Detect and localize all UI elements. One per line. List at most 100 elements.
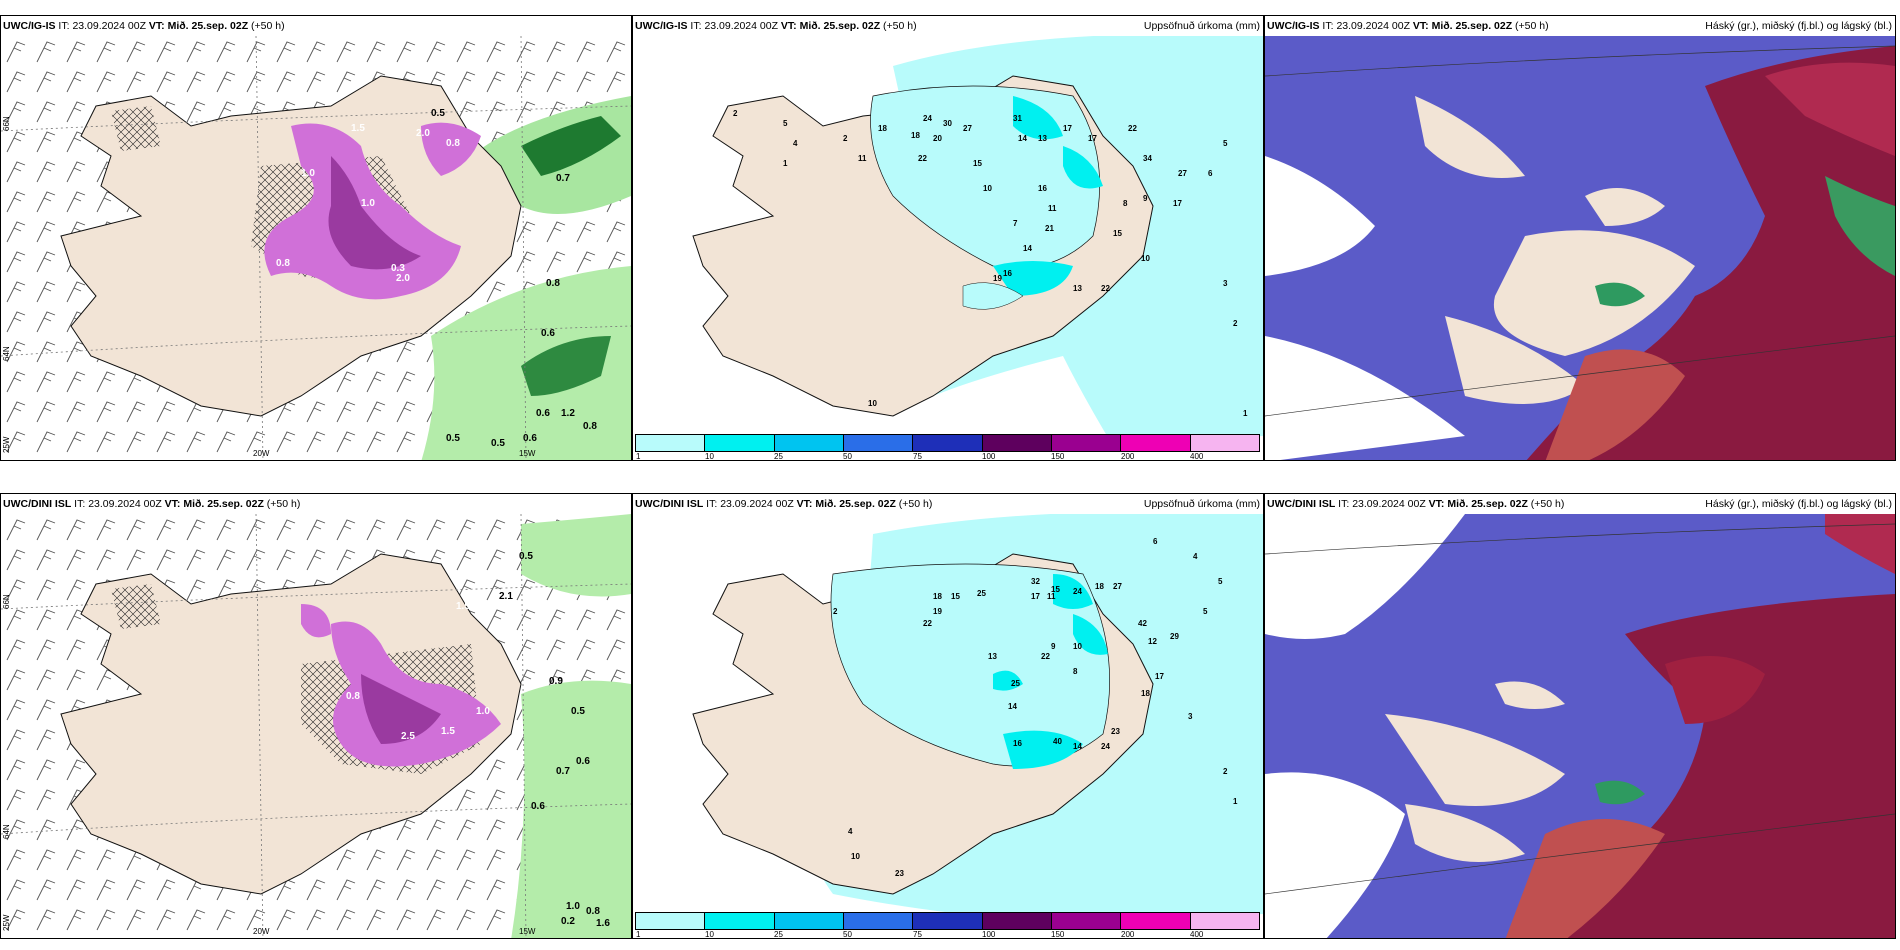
legend-label: 75 xyxy=(913,930,922,939)
value-label: 17 xyxy=(1063,124,1072,133)
value-label: 2.5 xyxy=(401,731,415,742)
value-label: 32 xyxy=(1031,577,1040,586)
value-label: 27 xyxy=(1113,582,1122,591)
lat-label-64n: 64N xyxy=(2,824,11,839)
value-label: 15 xyxy=(1051,585,1060,594)
value-label: 2 xyxy=(843,134,848,143)
model-name: UWC/IG-IS xyxy=(3,20,56,32)
value-label: 11 xyxy=(1047,592,1056,601)
panel-header: UWC/IG-IS IT: 23.09.2024 00Z VT: Mið. 25… xyxy=(1265,16,1895,36)
value-label: 10 xyxy=(1141,254,1150,263)
legend-label: 400 xyxy=(1190,452,1204,461)
value-label: 0.5 xyxy=(446,433,460,444)
value-label: 0.6 xyxy=(536,408,550,419)
value-label: 4 xyxy=(848,827,853,836)
value-label: 1.5 xyxy=(456,601,470,612)
value-label: 14 xyxy=(1023,244,1032,253)
value-label: 1.5 xyxy=(441,726,455,737)
value-label: 0.6 xyxy=(576,756,590,767)
value-label: 0.8 xyxy=(276,258,290,269)
value-label: 22 xyxy=(1101,284,1110,293)
value-label: 14 xyxy=(1008,702,1017,711)
value-label: 18 xyxy=(1095,582,1104,591)
value-label: 25 xyxy=(1011,679,1020,688)
model-name: UWC/DINI ISL xyxy=(1267,498,1336,510)
value-label: 1.5 xyxy=(351,123,365,134)
value-label: 13 xyxy=(988,652,997,661)
value-label: 19 xyxy=(933,607,942,616)
field-title: Uppsöfnuð úrkoma (mm) xyxy=(1143,498,1260,510)
value-label: 0.5 xyxy=(431,108,445,119)
value-label: 27 xyxy=(1178,169,1187,178)
legend-label: 10 xyxy=(705,930,714,939)
value-label: 0.8 xyxy=(346,691,360,702)
legend-label: 1 xyxy=(636,930,641,939)
value-label: 0.8 xyxy=(546,278,560,289)
value-label: 42 xyxy=(1138,619,1147,628)
value-label: 1 xyxy=(1233,797,1238,806)
value-label: 21 xyxy=(1045,224,1054,233)
model-name: UWC/IG-IS xyxy=(635,20,688,32)
value-label: 5 xyxy=(1218,577,1223,586)
value-label: 24 xyxy=(1073,587,1082,596)
value-label: 40 xyxy=(1053,737,1062,746)
legend-swatch xyxy=(1121,435,1191,451)
value-label: 31 xyxy=(1013,114,1022,123)
legend-swatch xyxy=(982,435,1052,451)
map-panel-dini-accumulated-precip: UWC/DINI ISL IT: 23.09.2024 00Z VT: Mið.… xyxy=(632,493,1264,939)
value-label: 11 xyxy=(1048,204,1057,213)
value-label: 15 xyxy=(973,159,982,168)
value-label: 22 xyxy=(923,619,932,628)
field-title: Uppsöfnuð úrkoma (mm) xyxy=(1143,20,1260,32)
lead-time: (+50 h) xyxy=(883,20,917,32)
value-label: 0.5 xyxy=(571,706,585,717)
value-label: 2.0 xyxy=(416,128,430,139)
value-label: 1 xyxy=(783,159,788,168)
legend-swatch xyxy=(774,435,844,451)
lat-label-66n: 66N xyxy=(2,594,11,609)
value-label: 0.7 xyxy=(556,766,570,777)
value-label: 2.1 xyxy=(499,591,513,602)
legend-swatch xyxy=(982,913,1052,929)
lon-label-25w: 25W xyxy=(2,914,11,931)
legend-swatch xyxy=(843,913,914,929)
value-label: 1.0 xyxy=(476,706,490,717)
panel-header: UWC/IG-IS IT: 23.09.2024 00Z VT: Mið. 25… xyxy=(633,16,1263,36)
legend-swatch xyxy=(1190,435,1259,451)
init-time: 23.09.2024 00Z xyxy=(72,20,146,32)
legend-label: 400 xyxy=(1190,930,1204,939)
legend-label: 100 xyxy=(982,930,996,939)
legend-label: 50 xyxy=(843,452,852,461)
map-area xyxy=(1265,514,1895,938)
value-label: 9 xyxy=(1143,194,1148,203)
value-label: 18 xyxy=(933,592,942,601)
value-label: 8 xyxy=(1123,199,1128,208)
value-label: 4 xyxy=(793,139,798,148)
field-title: Háský (gr.), miðský (fj.bl.) og lágský (… xyxy=(1705,20,1892,32)
value-label: 11 xyxy=(858,154,867,163)
value-label: 17 xyxy=(1155,672,1164,681)
value-label: 0.6 xyxy=(523,433,537,444)
value-label: 22 xyxy=(1128,124,1137,133)
valid-time: Mið. 25.sep. 02Z xyxy=(167,20,249,32)
value-label: 1.6 xyxy=(596,918,610,929)
value-label: 2 xyxy=(1223,767,1228,776)
lead-time: (+50 h) xyxy=(1515,20,1549,32)
valid-time: Mið. 25.sep. 02Z xyxy=(799,20,881,32)
lon-label-15w: 15W xyxy=(519,927,536,936)
value-label: 2 xyxy=(1233,319,1238,328)
value-label: 3 xyxy=(1223,279,1228,288)
value-label: 30 xyxy=(943,119,952,128)
map-area: 2 5 4 1 2 11 18 24 20 22 30 27 31 14 13 … xyxy=(633,36,1263,460)
lat-label-64n: 64N xyxy=(2,346,11,361)
legend-swatch xyxy=(1051,435,1122,451)
value-label: 9 xyxy=(1051,642,1056,651)
value-label: 29 xyxy=(1170,632,1179,641)
value-label: 24 xyxy=(923,114,932,123)
legend-swatch xyxy=(705,913,775,929)
value-label: 23 xyxy=(895,869,904,878)
value-label: 6 xyxy=(1208,169,1213,178)
map-panel-ig-is-clouds: UWC/IG-IS IT: 23.09.2024 00Z VT: Mið. 25… xyxy=(1264,15,1896,461)
lon-label-20w: 20W xyxy=(253,449,270,458)
value-label: 16 xyxy=(1038,184,1047,193)
